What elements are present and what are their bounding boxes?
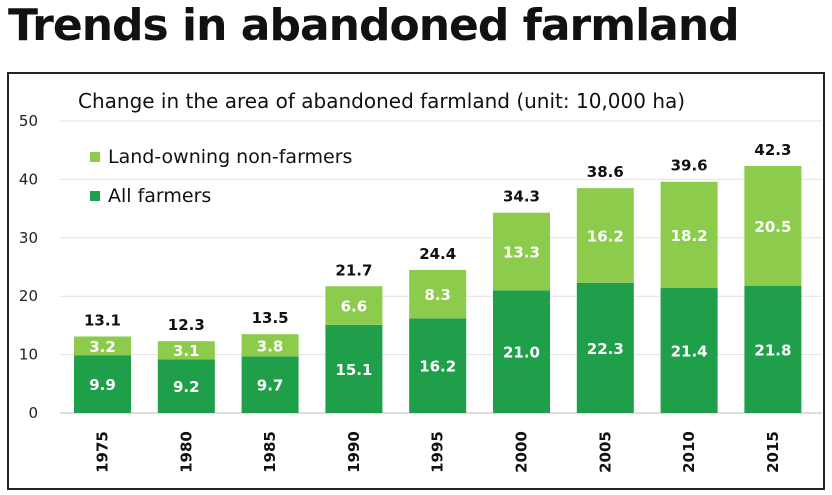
x-tick-label: 1985 xyxy=(261,431,279,473)
total-label: 42.3 xyxy=(754,141,791,159)
bar-all-farmers-1990 xyxy=(325,324,383,413)
x-tick-label: 1990 xyxy=(345,431,363,473)
value-label-non-farmers: 13.3 xyxy=(503,244,540,262)
chart-title: Change in the area of abandoned farmland… xyxy=(78,89,685,113)
x-tick-label: 2010 xyxy=(680,431,698,473)
y-tick-label: 0 xyxy=(28,404,38,422)
value-label-all-farmers: 9.9 xyxy=(89,376,116,394)
total-label: 13.5 xyxy=(252,309,289,327)
bar-all-farmers-1995 xyxy=(409,318,467,413)
x-tick-label: 2005 xyxy=(596,431,614,473)
bar-non-farmers-2015 xyxy=(744,165,802,286)
bar-all-farmers-1985 xyxy=(241,356,299,413)
bar-all-farmers-2010 xyxy=(660,288,718,413)
total-label: 39.6 xyxy=(671,157,708,175)
bar-all-farmers-2015 xyxy=(744,285,802,413)
y-tick-label: 40 xyxy=(19,170,38,188)
bar-all-farmers-1980 xyxy=(157,359,215,413)
total-label: 24.4 xyxy=(419,245,456,263)
value-label-all-farmers: 21.0 xyxy=(503,344,540,362)
value-label-non-farmers: 3.2 xyxy=(89,338,116,356)
value-label-all-farmers: 15.1 xyxy=(335,361,372,379)
legend-swatch xyxy=(90,152,100,162)
bar-all-farmers-1975 xyxy=(74,355,131,413)
value-label-all-farmers: 16.2 xyxy=(419,358,456,376)
bar-non-farmers-1975 xyxy=(74,336,131,356)
bar-non-farmers-2010 xyxy=(660,181,718,289)
bar-non-farmers-2005 xyxy=(576,188,634,283)
legend-label: All farmers xyxy=(108,185,211,207)
total-label: 38.6 xyxy=(587,163,624,181)
y-tick-label: 30 xyxy=(19,229,38,247)
y-tick-label: 10 xyxy=(19,346,38,364)
value-label-all-farmers: 21.8 xyxy=(754,341,791,359)
value-label-all-farmers: 22.3 xyxy=(587,340,624,358)
bar-all-farmers-2005 xyxy=(576,282,634,413)
value-label-all-farmers: 21.4 xyxy=(671,343,708,361)
x-tick-label: 1995 xyxy=(429,431,447,473)
x-tick-label: 1980 xyxy=(177,431,195,473)
page-heading: Trends in abandoned farmland xyxy=(8,0,740,51)
legend-swatch xyxy=(90,191,100,201)
total-label: 21.7 xyxy=(335,261,372,279)
y-tick-label: 50 xyxy=(19,112,38,130)
bar-all-farmers-2000 xyxy=(493,290,550,413)
y-tick-label: 20 xyxy=(19,287,38,305)
value-label-all-farmers: 9.7 xyxy=(257,377,284,395)
bar-non-farmers-2000 xyxy=(493,212,550,291)
value-label-non-farmers: 3.8 xyxy=(257,337,284,355)
value-label-non-farmers: 20.5 xyxy=(754,218,791,236)
value-label-non-farmers: 3.1 xyxy=(173,342,200,360)
value-label-non-farmers: 16.2 xyxy=(587,227,624,245)
bar-non-farmers-1980 xyxy=(157,341,215,360)
x-tick-label: 2000 xyxy=(513,431,531,473)
value-label-non-farmers: 8.3 xyxy=(424,286,451,304)
total-label: 12.3 xyxy=(168,316,205,334)
bar-non-farmers-1990 xyxy=(325,286,383,325)
x-tick-label: 1975 xyxy=(94,431,112,473)
total-label: 13.1 xyxy=(84,311,121,329)
legend-label: Land-owning non-farmers xyxy=(108,146,352,168)
value-label-all-farmers: 9.2 xyxy=(173,378,200,396)
bar-non-farmers-1995 xyxy=(409,269,467,319)
x-tick-label: 2015 xyxy=(764,431,782,473)
value-label-non-farmers: 6.6 xyxy=(341,298,368,316)
value-label-non-farmers: 18.2 xyxy=(671,227,708,245)
total-label: 34.3 xyxy=(503,188,540,206)
bar-non-farmers-1985 xyxy=(241,334,299,357)
